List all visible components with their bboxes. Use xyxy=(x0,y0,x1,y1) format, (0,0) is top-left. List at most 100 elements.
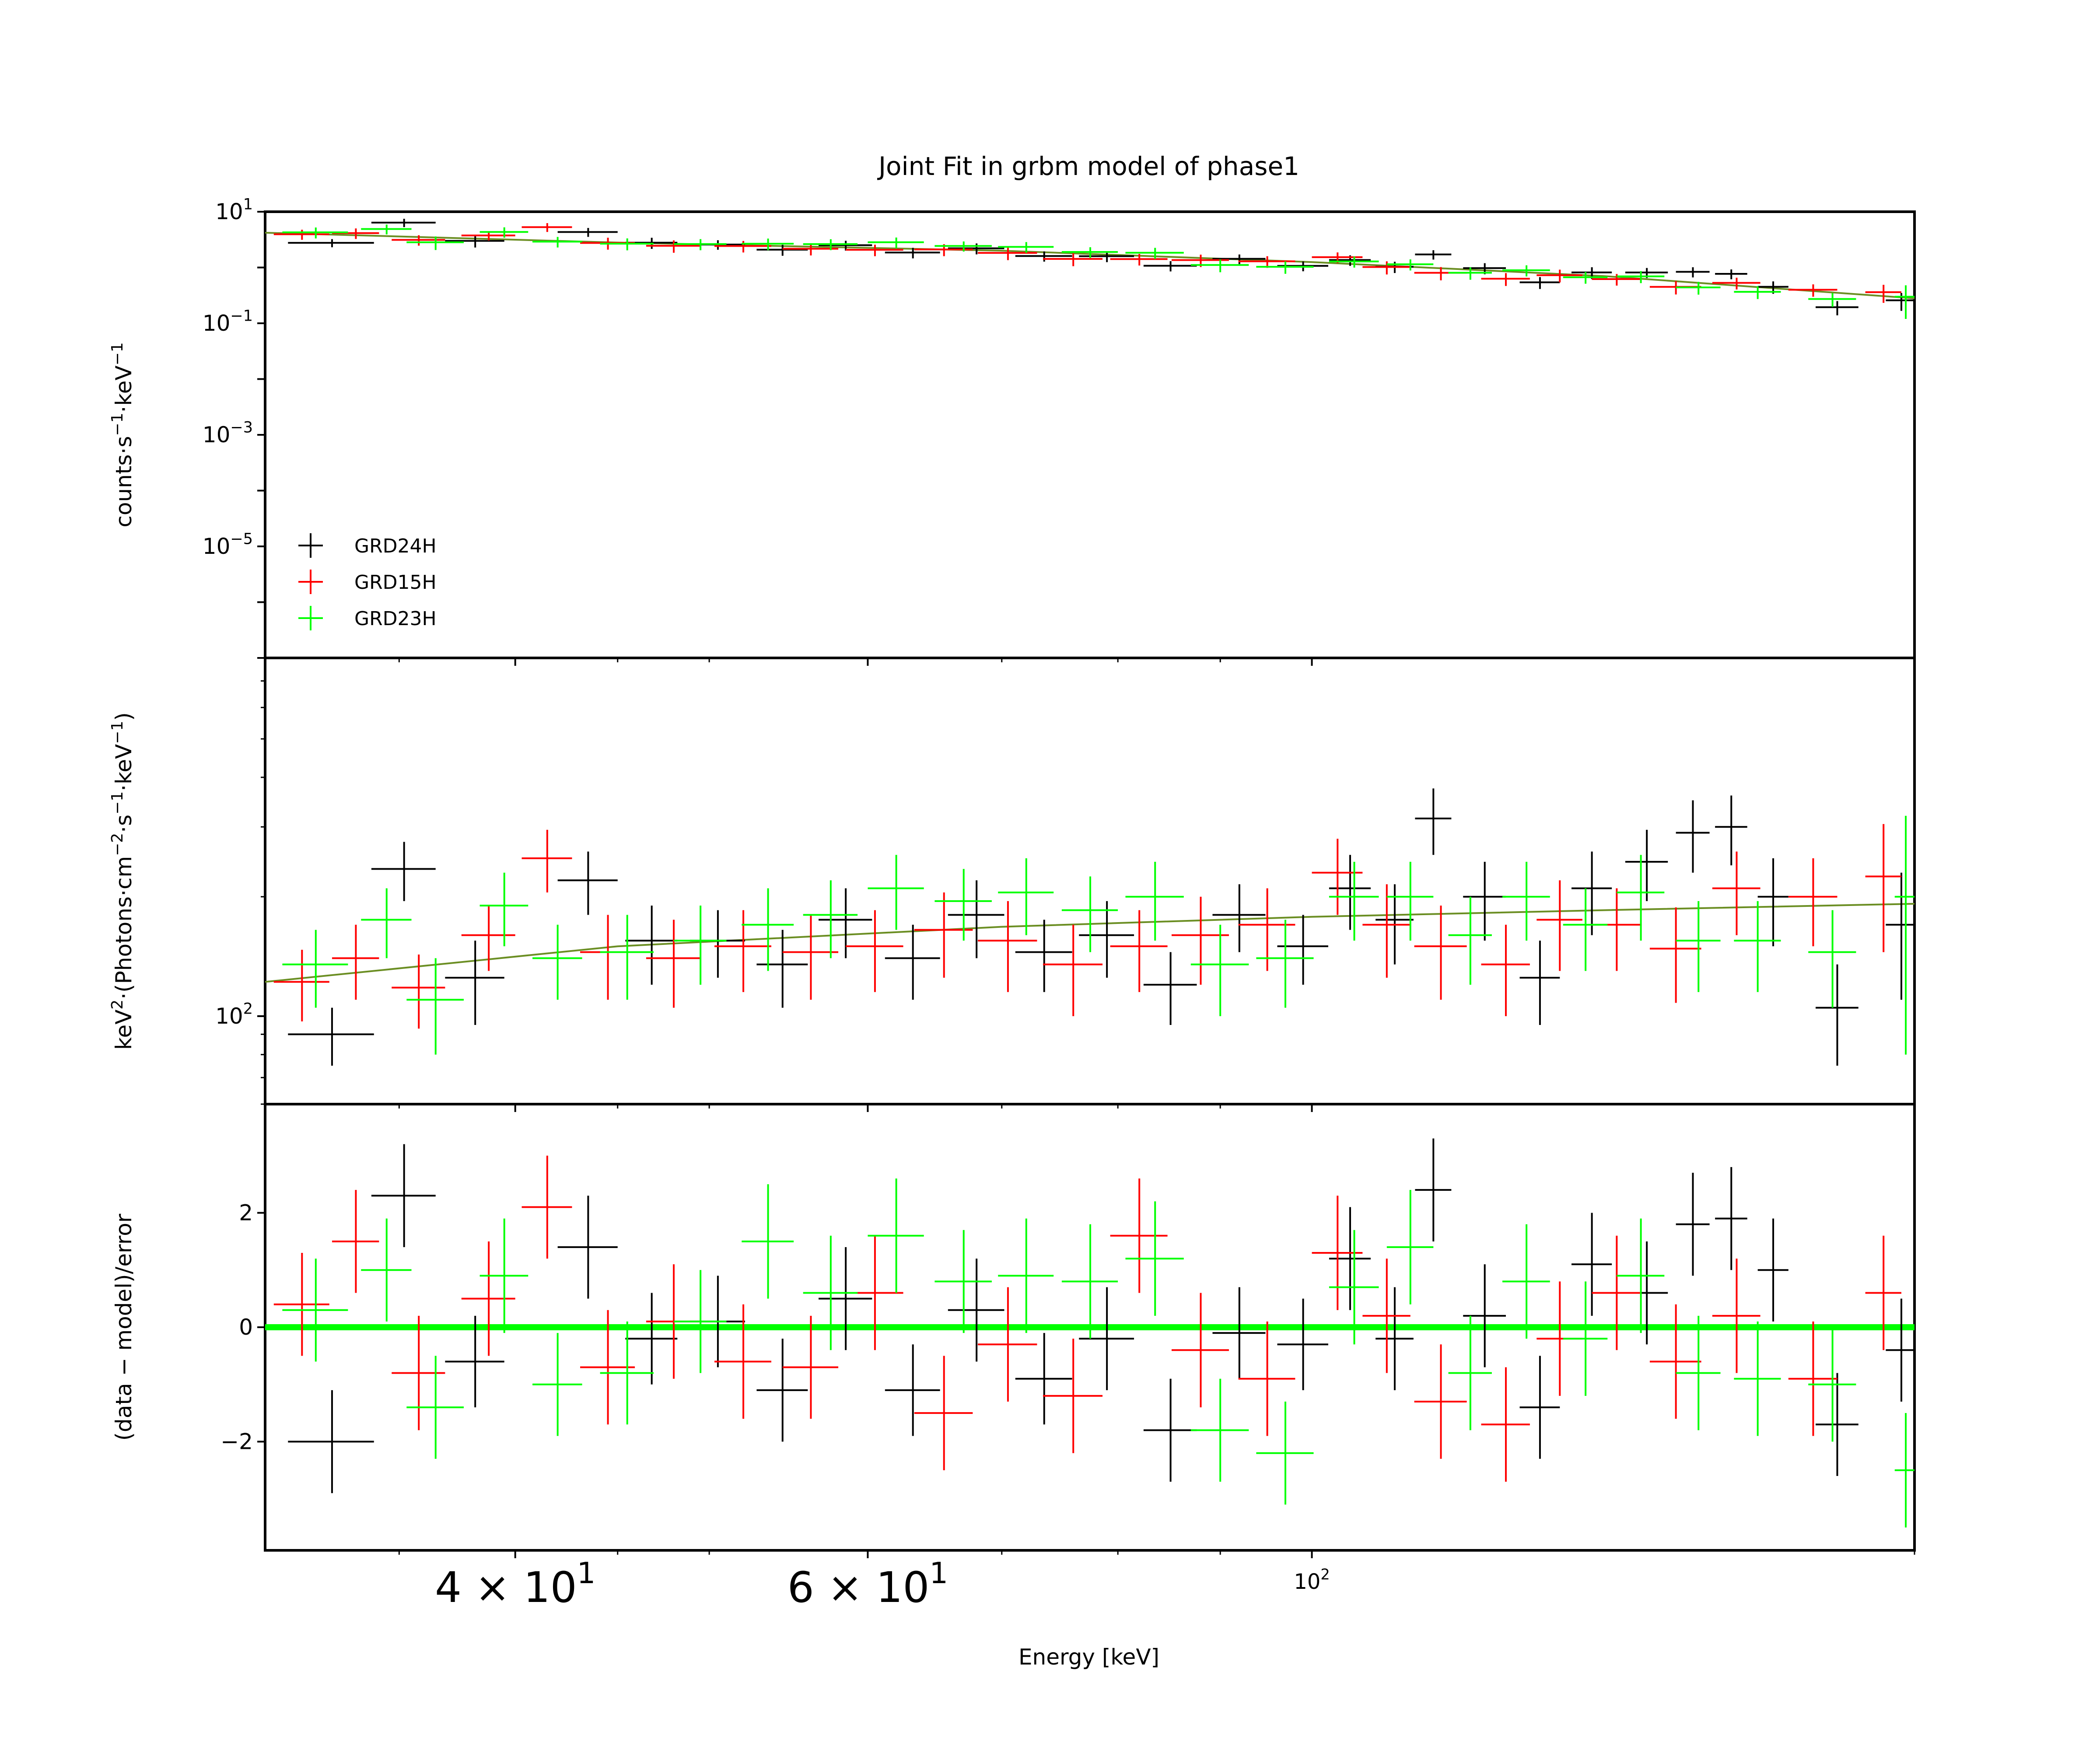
grd23h-spectrum-point xyxy=(532,924,582,1000)
grd24h-counts-point xyxy=(371,219,436,227)
grd23h-spectrum-point xyxy=(282,930,348,1008)
grd15h-spectrum-point xyxy=(273,950,329,1021)
grd15h-spectrum-point xyxy=(714,910,771,992)
grd15h-counts-point xyxy=(978,247,1037,260)
grd15h-counts-point xyxy=(1712,277,1760,290)
grd24h-spectrum-point xyxy=(288,1007,374,1066)
grd23h-residual-point xyxy=(1190,1378,1249,1482)
grd23h-spectrum-point xyxy=(742,888,794,971)
grd24h-residual-point xyxy=(819,1247,872,1350)
grd24h-residual-point xyxy=(948,1259,1004,1362)
grd24h-residual-point xyxy=(1676,1172,1710,1276)
grd24h-residual-point xyxy=(885,1344,940,1436)
grd15h-spectrum-point xyxy=(1171,896,1229,985)
grd24h-spectrum-point xyxy=(1815,964,1858,1066)
grd23h-spectrum-point xyxy=(1734,901,1781,992)
grd15h-spectrum-point xyxy=(978,901,1037,992)
grd23h-residual-point xyxy=(406,1356,464,1459)
grd15h-spectrum-point xyxy=(461,906,515,971)
grd24h-spectrum-point xyxy=(756,930,808,1008)
grd15h-spectrum-point xyxy=(1712,851,1760,935)
grd24h-residual-point xyxy=(371,1144,436,1247)
grd24h-residual-point xyxy=(1376,1287,1414,1390)
grd24h-residual-point xyxy=(1143,1378,1197,1482)
grd24h-spectrum-point xyxy=(445,941,504,1025)
grd24h-spectrum-point xyxy=(819,888,872,958)
grd23h-spectrum-point xyxy=(600,915,654,1000)
grd23h-residual-point xyxy=(480,1218,528,1333)
grd24h-spectrum-point xyxy=(625,906,678,985)
grd23h-residual-point xyxy=(1563,1281,1608,1396)
data-layer xyxy=(273,219,1914,1528)
grd23h-spectrum-point xyxy=(1894,815,1914,1055)
grd23h-counts-point xyxy=(406,236,464,250)
grd15h-counts-point xyxy=(522,223,572,232)
grd24h-spectrum-point xyxy=(1519,941,1560,1025)
grd24h-spectrum-point xyxy=(371,842,436,901)
grd15h-residual-point xyxy=(978,1287,1037,1402)
grd15h-residual-point xyxy=(1649,1304,1701,1419)
grd23h-counts-point xyxy=(1894,285,1914,319)
grd23h-spectrum-point xyxy=(1256,920,1314,1008)
grd15h-residual-point xyxy=(914,1356,973,1470)
grd15h-spectrum-point xyxy=(1481,924,1530,1016)
grd23h-counts-point xyxy=(1125,248,1184,259)
grd15h-counts-point xyxy=(1238,256,1295,268)
grd15h-residual-point xyxy=(332,1190,379,1293)
grd23h-counts-point xyxy=(1502,265,1550,276)
grd15h-counts-point xyxy=(332,228,379,239)
grd23h-counts-point xyxy=(1256,261,1314,274)
grd24h-spectrum-point xyxy=(1625,829,1668,901)
grd23h-spectrum-point xyxy=(1190,924,1249,1016)
grd24h-counts-point xyxy=(1815,301,1858,315)
y-tick-label: 10−5 xyxy=(203,531,253,560)
grd24h-spectrum-point xyxy=(1143,952,1197,1025)
grd15h-counts-point xyxy=(646,240,701,253)
grd23h-residual-point xyxy=(998,1218,1054,1333)
grd23h-residual-point xyxy=(1125,1201,1184,1316)
grd23h-residual-point xyxy=(1329,1230,1379,1345)
grd23h-counts-point xyxy=(868,237,924,248)
grd23h-residual-point xyxy=(532,1333,582,1436)
grd23h-counts-point xyxy=(1808,293,1856,307)
grd24h-residual-point xyxy=(557,1196,618,1299)
grd23h-counts-point xyxy=(480,227,528,238)
grd24h-counts-point xyxy=(1886,293,1914,311)
grd15h-counts-point xyxy=(1536,269,1582,283)
grd23h-spectrum-point xyxy=(1563,888,1608,971)
grd15h-counts-point xyxy=(273,230,329,240)
x-tick-label: 4 × 101 xyxy=(435,1556,595,1612)
grd24h-residual-point xyxy=(1079,1287,1134,1390)
grd15h-residual-point xyxy=(1712,1259,1760,1373)
grd23h-spectrum-point xyxy=(1125,861,1184,941)
grd23h-residual-point xyxy=(1894,1413,1914,1528)
model-line-counts xyxy=(265,232,1915,299)
grd15h-spectrum-point xyxy=(1865,824,1901,952)
grd15h-counts-point xyxy=(1362,261,1410,275)
grd15h-spectrum-point xyxy=(1649,907,1701,1003)
grd23h-counts-point xyxy=(742,238,794,250)
grd24h-counts-point xyxy=(885,248,940,259)
grd23h-residual-point xyxy=(1386,1190,1434,1304)
grd23h-counts-point xyxy=(674,239,727,251)
grd24h-counts-point xyxy=(1715,269,1747,280)
grd15h-spectrum-point xyxy=(846,910,903,992)
grd23h-residual-point xyxy=(742,1184,794,1299)
grd15h-residual-point xyxy=(1043,1339,1103,1453)
grd15h-counts-point xyxy=(846,245,903,256)
grd23h-counts-point xyxy=(1061,247,1118,258)
grd24h-residual-point xyxy=(1015,1333,1072,1425)
grd23h-counts-point xyxy=(1386,259,1434,271)
model-line-spectrum xyxy=(265,903,1915,983)
y-tick-label: 102 xyxy=(215,1000,253,1029)
grd23h-residual-point xyxy=(1734,1321,1781,1436)
panel-counts-frame xyxy=(264,210,1916,659)
grd24h-counts-point xyxy=(1212,254,1266,264)
y-tick-label: 10−3 xyxy=(203,419,253,448)
y-tick-label: 101 xyxy=(215,196,253,225)
grd23h-spectrum-point xyxy=(1617,855,1665,941)
grd23h-residual-point xyxy=(934,1230,992,1333)
grd23h-spectrum-point xyxy=(1808,910,1856,1008)
grd15h-residual-point xyxy=(461,1241,515,1356)
y-tick-label: −2 xyxy=(220,1429,253,1455)
